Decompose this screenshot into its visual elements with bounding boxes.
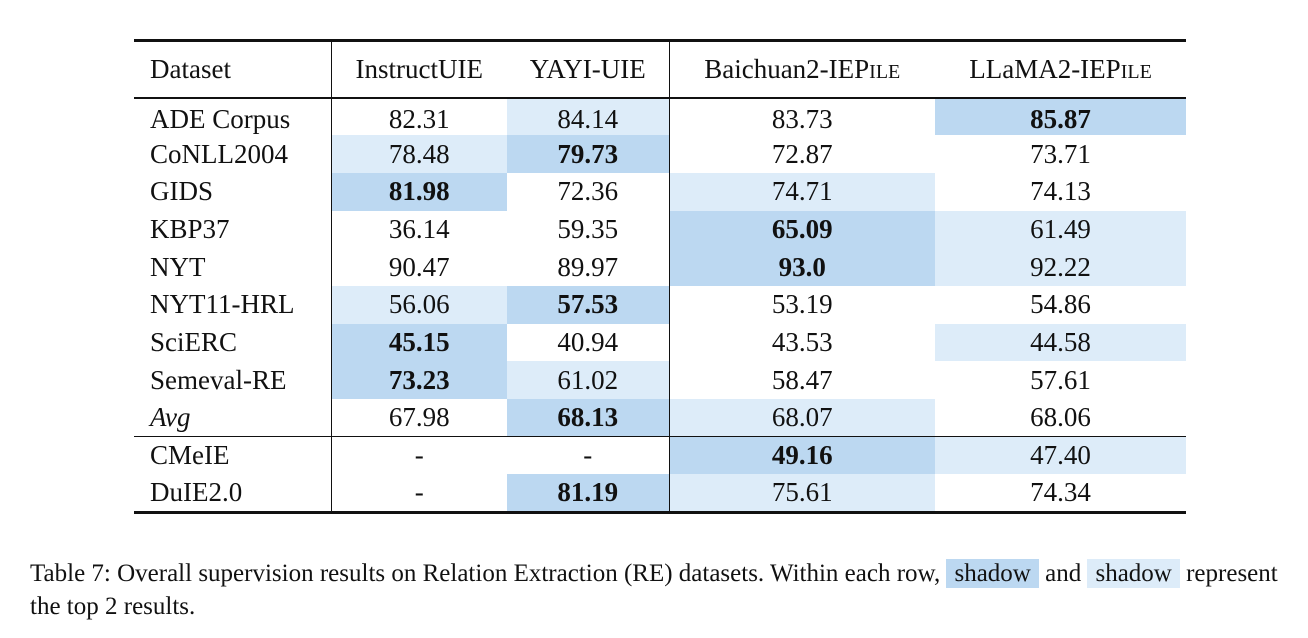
header-baichuan2-smallcaps: ILE [869, 60, 901, 83]
table-caption: Table 7: Overall supervision results on … [30, 557, 1290, 623]
cell-yayi-uie: 79.73 [507, 135, 670, 173]
header-baichuan2-iepile: Baichuan2-IEPILE [669, 39, 935, 99]
header-llama2-main: LLaMA2-IEP [969, 53, 1121, 84]
cell-llama2-iepile: 92.22 [935, 248, 1186, 286]
caption-swatch-top2: shadow [1087, 559, 1180, 588]
cell-yayi-uie: 81.19 [507, 474, 670, 514]
row-dataset-name: ADE Corpus [134, 97, 332, 136]
cell-baichuan2-iepile: 49.16 [669, 436, 935, 475]
cell-llama2-iepile: 57.61 [1030, 364, 1091, 395]
cell-instructuie: 67.98 [388, 402, 450, 433]
cell-yayi-uie: 57.53 [507, 285, 670, 324]
row-dataset-name: Avg [134, 399, 332, 437]
cell-llama2-iepile: 74.34 [935, 474, 1186, 514]
cell-yayi-uie: 72.36 [507, 172, 670, 211]
cell-instructuie: 56.06 [331, 285, 507, 324]
cell-yayi-uie: 89.97 [507, 248, 670, 286]
cell-baichuan2-iepile: 83.73 [771, 104, 833, 135]
cell-instructuie: 81.98 [331, 172, 507, 211]
cell-llama2-iepile: 73.71 [1030, 138, 1091, 169]
row-dataset-name: Semeval-RE [134, 361, 332, 399]
cell-llama2-iepile: 54.86 [1030, 289, 1091, 320]
caption-text-middle: and [1038, 560, 1088, 587]
cell-llama2-iepile: 44.58 [935, 323, 1186, 362]
header-yayi-uie: YAYI-UIE [507, 39, 670, 99]
header-instructuie: InstructUIE [331, 39, 507, 99]
cell-yayi-uie: - [507, 436, 670, 475]
cell-llama2-iepile: 47.40 [935, 436, 1186, 475]
cell-instructuie: 78.48 [331, 135, 507, 173]
row-dataset-name: DuIE2.0 [134, 474, 332, 514]
results-table: Dataset InstructUIE YAYI-UIE Baichuan2-I… [134, 39, 1186, 514]
cell-instructuie: - [331, 436, 507, 475]
cell-instructuie: 82.31 [388, 104, 450, 135]
cell-baichuan2-iepile: 74.71 [669, 172, 935, 211]
row-dataset-name: CoNLL2004 [134, 135, 332, 173]
caption-text-end: represent the top 2 results. [30, 560, 1278, 620]
table-row: DuIE2.0 - 81.19 75.61 74.34 [134, 474, 1186, 514]
caption-text-start: Table 7: Overall supervision results on … [30, 560, 947, 587]
row-dataset-name: KBP37 [134, 210, 332, 249]
cell-yayi-uie: 84.14 [507, 97, 670, 136]
cell-baichuan2-iepile: 93.0 [669, 248, 935, 286]
cell-yayi-uie: 40.94 [507, 323, 670, 362]
cell-instructuie: - [331, 474, 507, 514]
table-row: GIDS 81.98 72.36 74.71 74.13 [134, 172, 1186, 211]
header-row: Dataset InstructUIE YAYI-UIE Baichuan2-I… [134, 39, 1186, 99]
cell-yayi-uie: 61.02 [507, 361, 670, 399]
cell-baichuan2-iepile: 75.61 [669, 474, 935, 514]
table-row: Semeval-RE 73.23 61.02 58.47 57.61 [134, 361, 1186, 399]
cell-yayi-uie: 59.35 [507, 210, 670, 249]
table-row: CoNLL2004 78.48 79.73 72.87 73.71 [134, 135, 1186, 173]
row-dataset-name: GIDS [134, 172, 332, 211]
cell-instructuie: 73.23 [331, 361, 507, 399]
cell-baichuan2-iepile: 43.53 [771, 326, 833, 357]
table-row: ADE Corpus 82.31 84.14 83.73 85.87 [134, 97, 1186, 136]
cell-instructuie: 36.14 [388, 213, 450, 244]
cell-baichuan2-iepile: 58.47 [771, 364, 833, 395]
row-dataset-name: NYT [134, 248, 332, 286]
cell-llama2-iepile: 61.49 [935, 210, 1186, 249]
row-dataset-name: NYT11-HRL [134, 285, 332, 324]
caption-swatch-top1: shadow [946, 559, 1039, 588]
cell-llama2-iepile: 68.06 [1030, 402, 1091, 433]
table-row: Avg 67.98 68.13 68.07 68.06 [134, 399, 1186, 437]
table-row: SciERC 45.15 40.94 43.53 44.58 [134, 323, 1186, 362]
row-dataset-name: CMeIE [134, 436, 332, 475]
row-dataset-name: SciERC [134, 323, 332, 362]
header-llama2-smallcaps: ILE [1120, 60, 1152, 83]
cell-llama2-iepile: 85.87 [935, 97, 1186, 136]
cell-baichuan2-iepile: 68.07 [669, 399, 935, 437]
table-row: KBP37 36.14 59.35 65.09 61.49 [134, 210, 1186, 249]
cell-llama2-iepile: 74.13 [1030, 176, 1091, 207]
table-row: NYT11-HRL 56.06 57.53 53.19 54.86 [134, 285, 1186, 324]
cell-baichuan2-iepile: 65.09 [669, 210, 935, 249]
table-row: NYT 90.47 89.97 93.0 92.22 [134, 248, 1186, 286]
cell-yayi-uie: 68.13 [507, 399, 670, 437]
cell-baichuan2-iepile: 72.87 [771, 138, 833, 169]
header-dataset: Dataset [134, 39, 332, 99]
cell-baichuan2-iepile: 53.19 [771, 289, 833, 320]
cell-instructuie: 90.47 [388, 251, 450, 282]
cell-instructuie: 45.15 [331, 323, 507, 362]
table-row: CMeIE - - 49.16 47.40 [134, 436, 1186, 475]
header-baichuan2-main: Baichuan2-IEP [704, 53, 870, 84]
header-llama2-iepile: LLaMA2-IEPILE [935, 39, 1186, 99]
